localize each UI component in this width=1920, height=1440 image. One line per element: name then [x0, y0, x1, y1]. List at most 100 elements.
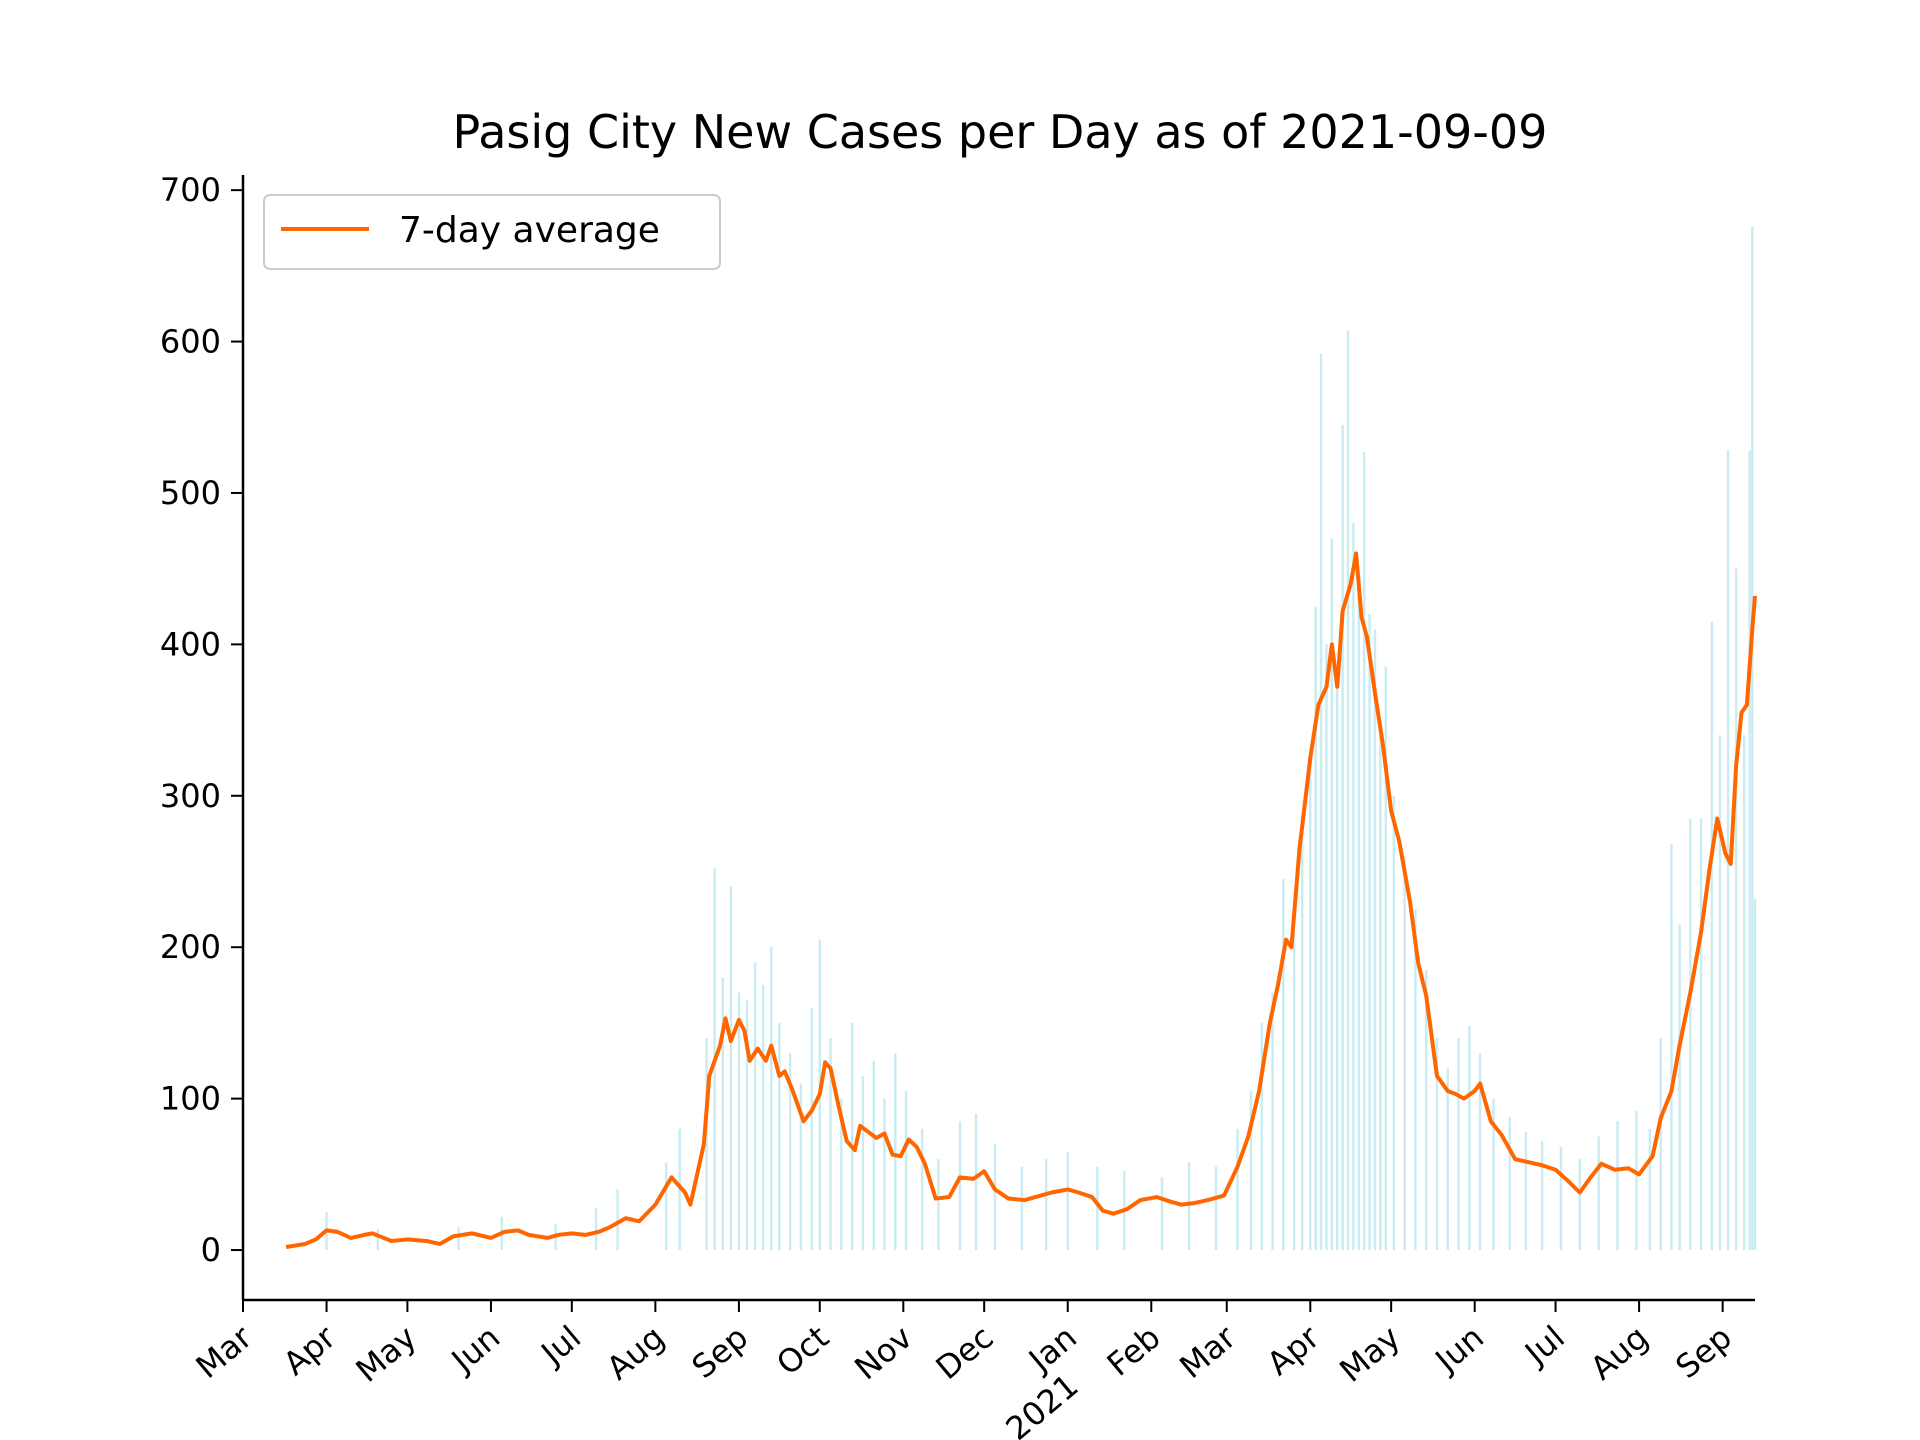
daily-case-bar	[883, 1098, 886, 1251]
daily-case-bar	[1635, 1110, 1638, 1251]
x-tick-label-line: Nov	[847, 1318, 919, 1387]
x-tick-label: May	[349, 1318, 424, 1390]
seven-day-average-line	[285, 551, 1757, 1249]
x-tick-label-line: Mar	[189, 1318, 260, 1386]
daily-case-bar	[1392, 795, 1396, 1251]
daily-case-bar	[1341, 424, 1344, 1251]
x-tick-label: Mar	[1172, 1318, 1243, 1386]
daily-case-bar	[1718, 735, 1722, 1251]
daily-case-bar	[810, 1007, 813, 1251]
y-tick-label: 100	[160, 1080, 221, 1118]
daily-case-bar	[1578, 1159, 1582, 1251]
x-tick-label-line: Jun	[1427, 1318, 1491, 1381]
daily-case-bar	[705, 1038, 708, 1251]
legend-label-7-day-average: 7-day average	[399, 210, 660, 251]
daily-case-bar	[1540, 1141, 1544, 1251]
y-tick-label: 0	[201, 1231, 221, 1269]
daily-case-bar	[1435, 1038, 1439, 1251]
x-tick-label-line: 2021	[999, 1366, 1086, 1440]
daily-case-bar	[1559, 1147, 1563, 1251]
daily-case-bar	[1096, 1166, 1099, 1251]
x-tick-label: Apr	[1260, 1318, 1327, 1383]
daily-case-bar	[1743, 735, 1746, 1251]
x-tick-label-line: Aug	[1583, 1318, 1655, 1387]
daily-case-bar	[1314, 606, 1317, 1251]
daily-case-bar	[1325, 644, 1328, 1251]
daily-case-bar	[1368, 614, 1371, 1251]
y-tick-label: 700	[160, 171, 221, 209]
daily-case-bar	[1384, 667, 1387, 1251]
x-tick-label: Feb	[1100, 1318, 1168, 1384]
chart-title: Pasig City New Cases per Day as of 2021-…	[453, 105, 1548, 159]
x-tick-label: Jul	[533, 1318, 589, 1373]
daily-case-bar	[1648, 1128, 1652, 1251]
daily-case-bar	[753, 962, 757, 1251]
seven-day-average-line-layer	[285, 551, 1757, 1249]
x-tick-label-line: Jul	[1516, 1318, 1572, 1373]
daily-case-bar	[1689, 818, 1692, 1251]
daily-case-bar	[1710, 621, 1714, 1251]
daily-case-bar	[1214, 1166, 1218, 1251]
daily-case-bar	[1249, 1091, 1253, 1251]
axes	[241, 175, 1755, 1302]
x-tick-label: Mar	[189, 1318, 260, 1386]
daily-case-bar	[1670, 844, 1673, 1251]
daily-case-bar	[788, 1053, 792, 1251]
daily-case-bar	[1301, 818, 1304, 1251]
x-tick-label-line: Sep	[1668, 1318, 1739, 1386]
daily-case-bar	[920, 1128, 924, 1251]
daily-case-bar	[1508, 1116, 1511, 1251]
daily-case-bar	[1236, 1128, 1239, 1251]
x-tick-label: Sep	[685, 1318, 756, 1386]
daily-case-bar	[1319, 353, 1323, 1251]
daily-case-bar	[1352, 523, 1355, 1251]
daily-case-bar	[778, 1022, 781, 1251]
daily-case-bar	[1678, 924, 1681, 1251]
daily-case-bar	[937, 1159, 940, 1251]
x-ticks: Mar Apr May Jun Jul Aug Sep Oct Nov Dec Jan2021Feb…	[189, 1300, 1739, 1440]
daily-case-bar	[1414, 909, 1417, 1251]
x-tick-label-line: Feb	[1100, 1318, 1168, 1384]
daily-case-bar	[770, 947, 773, 1251]
daily-case-bar	[678, 1128, 681, 1251]
daily-case-bar	[1468, 1025, 1471, 1251]
daily-case-bar	[376, 1228, 379, 1251]
daily-case-bar	[1492, 1098, 1495, 1251]
daily-case-bar	[850, 1022, 854, 1251]
x-tick-label: Apr	[276, 1318, 343, 1383]
x-tick-label-line: Sep	[685, 1318, 756, 1386]
daily-cases-bars	[325, 226, 1757, 1251]
x-tick-label-line: Jul	[533, 1318, 589, 1373]
daily-case-bar	[1726, 450, 1730, 1251]
daily-case-bar	[1020, 1166, 1024, 1251]
y-tick-label: 400	[160, 625, 221, 663]
x-tick-label: Jun	[443, 1318, 507, 1381]
daily-case-bar	[1271, 992, 1274, 1251]
daily-case-bar	[1379, 720, 1382, 1251]
daily-case-bar	[1066, 1151, 1069, 1251]
x-tick-label-line: Oct	[769, 1318, 836, 1383]
daily-case-bar	[904, 1091, 908, 1251]
daily-case-bar	[761, 985, 765, 1251]
x-tick-label: Jun	[1427, 1318, 1491, 1381]
x-tick-label: May	[1332, 1318, 1407, 1390]
x-tick-label: Nov	[847, 1318, 919, 1387]
x-tick-label-line: Aug	[599, 1318, 671, 1387]
x-tick-label: Oct	[769, 1318, 836, 1383]
legend: 7-day average	[263, 194, 721, 270]
daily-case-bar	[840, 1098, 843, 1251]
daily-case-bar	[1403, 856, 1406, 1251]
daily-case-bar	[1309, 750, 1312, 1251]
daily-case-bar	[457, 1227, 460, 1251]
daily-case-bar	[1616, 1121, 1619, 1251]
daily-case-bar	[1346, 330, 1350, 1251]
y-ticks: 0 100 200 300 400 500 600 700	[160, 171, 243, 1269]
daily-case-bar	[1734, 568, 1738, 1251]
y-tick-label: 600	[160, 323, 221, 361]
x-tick-label-line: Apr	[1260, 1318, 1327, 1383]
x-tick-label: Dec	[929, 1318, 1001, 1387]
x-tick-label-line: May	[1332, 1318, 1407, 1390]
y-tick-label: 300	[160, 777, 221, 815]
